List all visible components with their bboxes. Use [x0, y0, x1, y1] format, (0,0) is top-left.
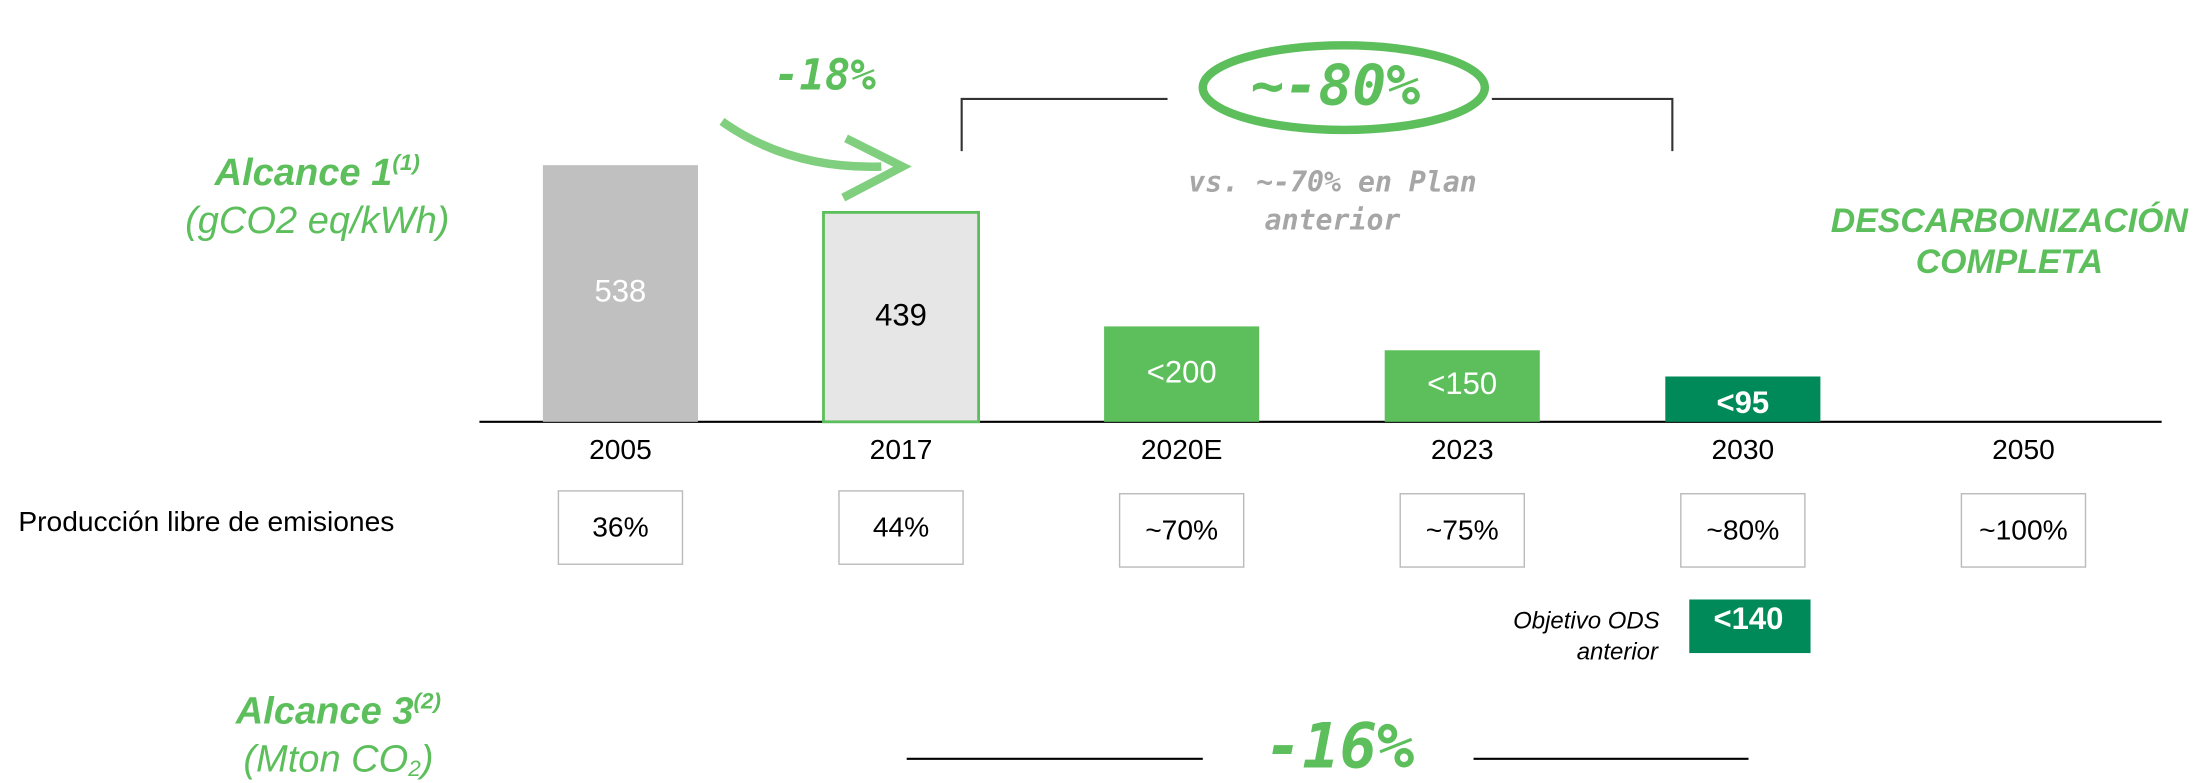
scope3-unit: (Mton CO2)	[243, 739, 433, 781]
emission-box	[838, 490, 964, 565]
x-tick-label: 2017	[870, 433, 933, 465]
scope1-footnote: (1)	[392, 150, 420, 175]
scope1-title-text: Alcance 1	[214, 152, 393, 194]
decarbonization: COMPLETA	[1916, 243, 2103, 281]
scope3-title-text: Alcance 3	[235, 691, 414, 733]
emission-value: ~100%	[1979, 513, 2068, 545]
emission-box	[1399, 493, 1525, 568]
emission-free-label: Producción libre de emisiones	[18, 505, 394, 537]
bracket	[960, 97, 1674, 152]
bar	[1665, 376, 1821, 422]
ods-label: Objetivo ODS	[1513, 607, 1660, 634]
emission-value: ~75%	[1426, 513, 1499, 545]
emission-value: 44%	[873, 510, 929, 542]
value-label: <150	[1427, 366, 1497, 401]
emission-value: 36%	[592, 510, 648, 542]
bar	[1384, 350, 1540, 422]
emission-box	[1680, 493, 1806, 568]
previous-plan: vs. ~-70% en Plan	[1188, 166, 1477, 199]
value-label: 538	[595, 274, 647, 309]
emission-box	[1960, 493, 2087, 568]
value-label: 439	[875, 297, 927, 332]
bar	[1104, 326, 1260, 422]
value-label: <95	[1717, 385, 1770, 420]
scope3-change: -16%	[1265, 709, 1414, 782]
circle-highlight	[1198, 41, 1490, 135]
change-label: -18%	[774, 50, 876, 99]
scope3-unit-text: (Mton CO	[243, 739, 408, 781]
ods-label: anterior	[1577, 638, 1659, 665]
previous-plan: anterior	[1265, 204, 1401, 237]
x-tick-label: 2030	[1711, 433, 1774, 465]
ods-value: <140	[1714, 601, 1784, 636]
x-tick-label: 2050	[1992, 433, 2055, 465]
ods-box	[1689, 599, 1811, 654]
bar	[542, 165, 698, 422]
x-tick-label: 2005	[589, 433, 652, 465]
emission-box	[1118, 493, 1245, 568]
emission-box	[557, 490, 684, 565]
x-tick-label: 2020E	[1141, 433, 1223, 465]
scope1-unit: (gCO2 eq/kWh)	[185, 200, 449, 242]
scope3-footnote: (2)	[414, 688, 442, 713]
scope1-title: Alcance 1(1)	[214, 150, 420, 194]
emission-value: ~70%	[1145, 513, 1218, 545]
decarbonization: DESCARBONIZACIÓN	[1831, 202, 2189, 240]
arrow	[719, 118, 882, 171]
value-label: <200	[1147, 354, 1217, 389]
emission-value: ~80%	[1706, 513, 1779, 545]
x-tick-label: 2023	[1431, 433, 1494, 465]
scope3-unit-text: )	[417, 739, 434, 781]
scope3-title: Alcance 3(2)	[235, 688, 441, 732]
arrow-head	[841, 134, 912, 202]
scope3-subscript: 2	[407, 756, 421, 781]
bar	[822, 210, 981, 424]
target-change: ~-80%	[1250, 54, 1420, 119]
